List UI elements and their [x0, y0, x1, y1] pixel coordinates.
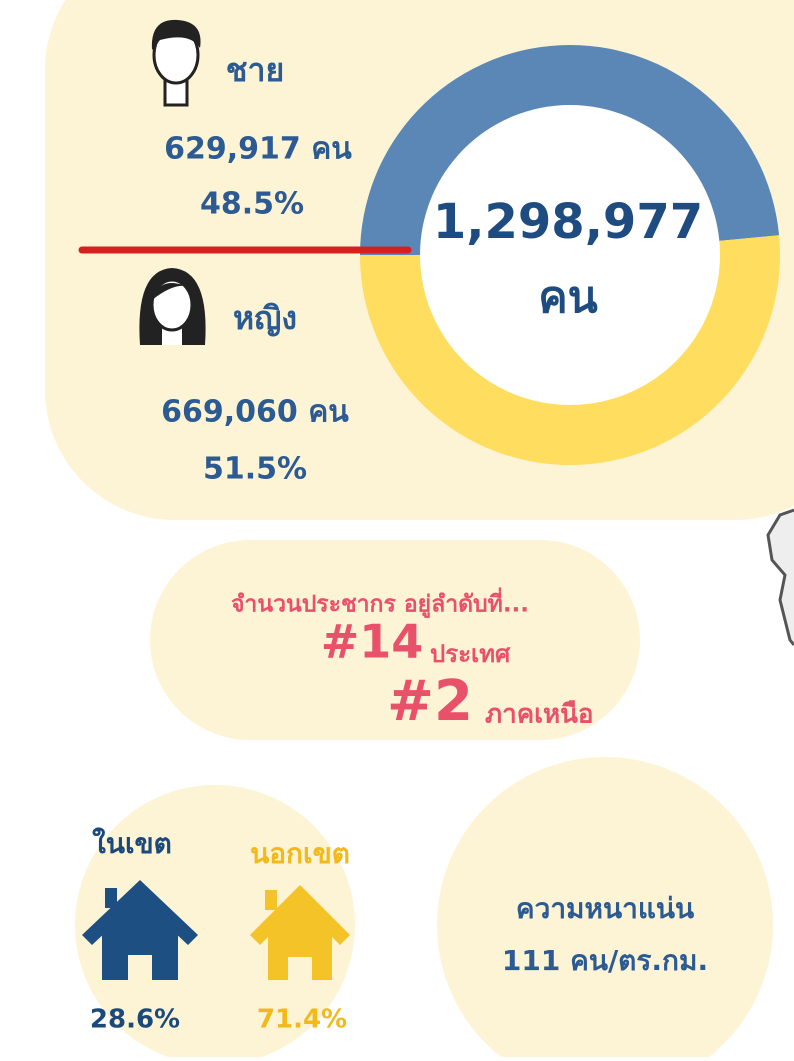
male-count: 629,917 คน — [164, 132, 352, 167]
donut-hole — [420, 105, 720, 405]
total-unit: คน — [538, 272, 598, 323]
density-panel — [437, 757, 773, 1061]
outside-label: นอกเขต — [250, 837, 350, 870]
house-outside — [250, 885, 350, 980]
male-percent: 48.5% — [200, 187, 304, 222]
female-icon — [139, 268, 206, 345]
map-outline — [766, 508, 794, 646]
density-label: ความหนาแน่น — [516, 892, 694, 925]
female-label: หญิง — [233, 299, 297, 337]
total: 1,298,977 — [433, 194, 703, 250]
area-panel — [75, 785, 355, 1061]
male-icon — [151, 19, 201, 107]
inside-percent: 28.6% — [90, 1005, 180, 1035]
inside-label: ในเขต — [92, 827, 172, 860]
house-inside — [82, 880, 198, 980]
female-percent: 51.5% — [203, 452, 307, 487]
rank-number: #2 — [387, 669, 473, 734]
female-count: 669,060 คน — [161, 395, 349, 430]
rank-scope: ภาคเหนือ — [485, 700, 594, 730]
rank-scope: ประเทศ — [430, 640, 511, 668]
rank-intro: จำนวนประชากร อยู่ลำดับที่... — [231, 587, 529, 619]
rank-number: #14 — [321, 615, 424, 669]
outside-percent: 71.4% — [257, 1005, 347, 1035]
density-value: 111 คน/ตร.กม. — [502, 944, 708, 977]
male-label: ชาย — [226, 51, 284, 89]
rank-panel — [150, 540, 640, 740]
